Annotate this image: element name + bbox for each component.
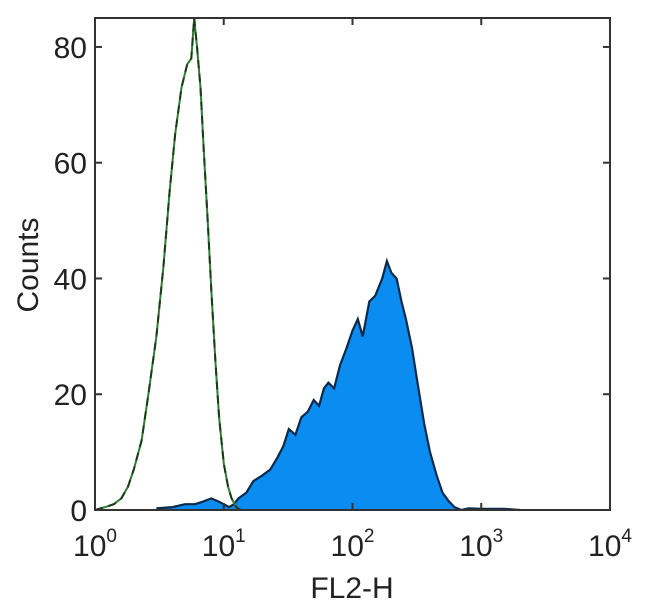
y-tick-label: 20 <box>54 379 87 412</box>
y-tick-label: 80 <box>54 32 87 65</box>
control-histogram-outline <box>94 17 242 511</box>
x-tick-label: 100 <box>73 526 117 563</box>
ticks-layer: 100 101 102 103 104 0 20 40 60 80 <box>54 18 632 563</box>
x-tick-label: 101 <box>202 526 246 563</box>
y-axis-label: Counts <box>12 217 45 312</box>
filled-histogram-outline <box>156 257 521 512</box>
control-histogram-dashes <box>94 17 242 511</box>
y-tick-label: 0 <box>70 495 87 528</box>
x-tick-label: 104 <box>588 526 632 563</box>
x-axis-label: FL2-H <box>310 572 393 605</box>
y-tick-label: 40 <box>54 263 87 296</box>
x-tick-label: 102 <box>331 526 375 563</box>
series-layer <box>94 17 521 512</box>
x-tick-label: 103 <box>459 526 503 563</box>
y-tick-label: 60 <box>54 148 87 181</box>
